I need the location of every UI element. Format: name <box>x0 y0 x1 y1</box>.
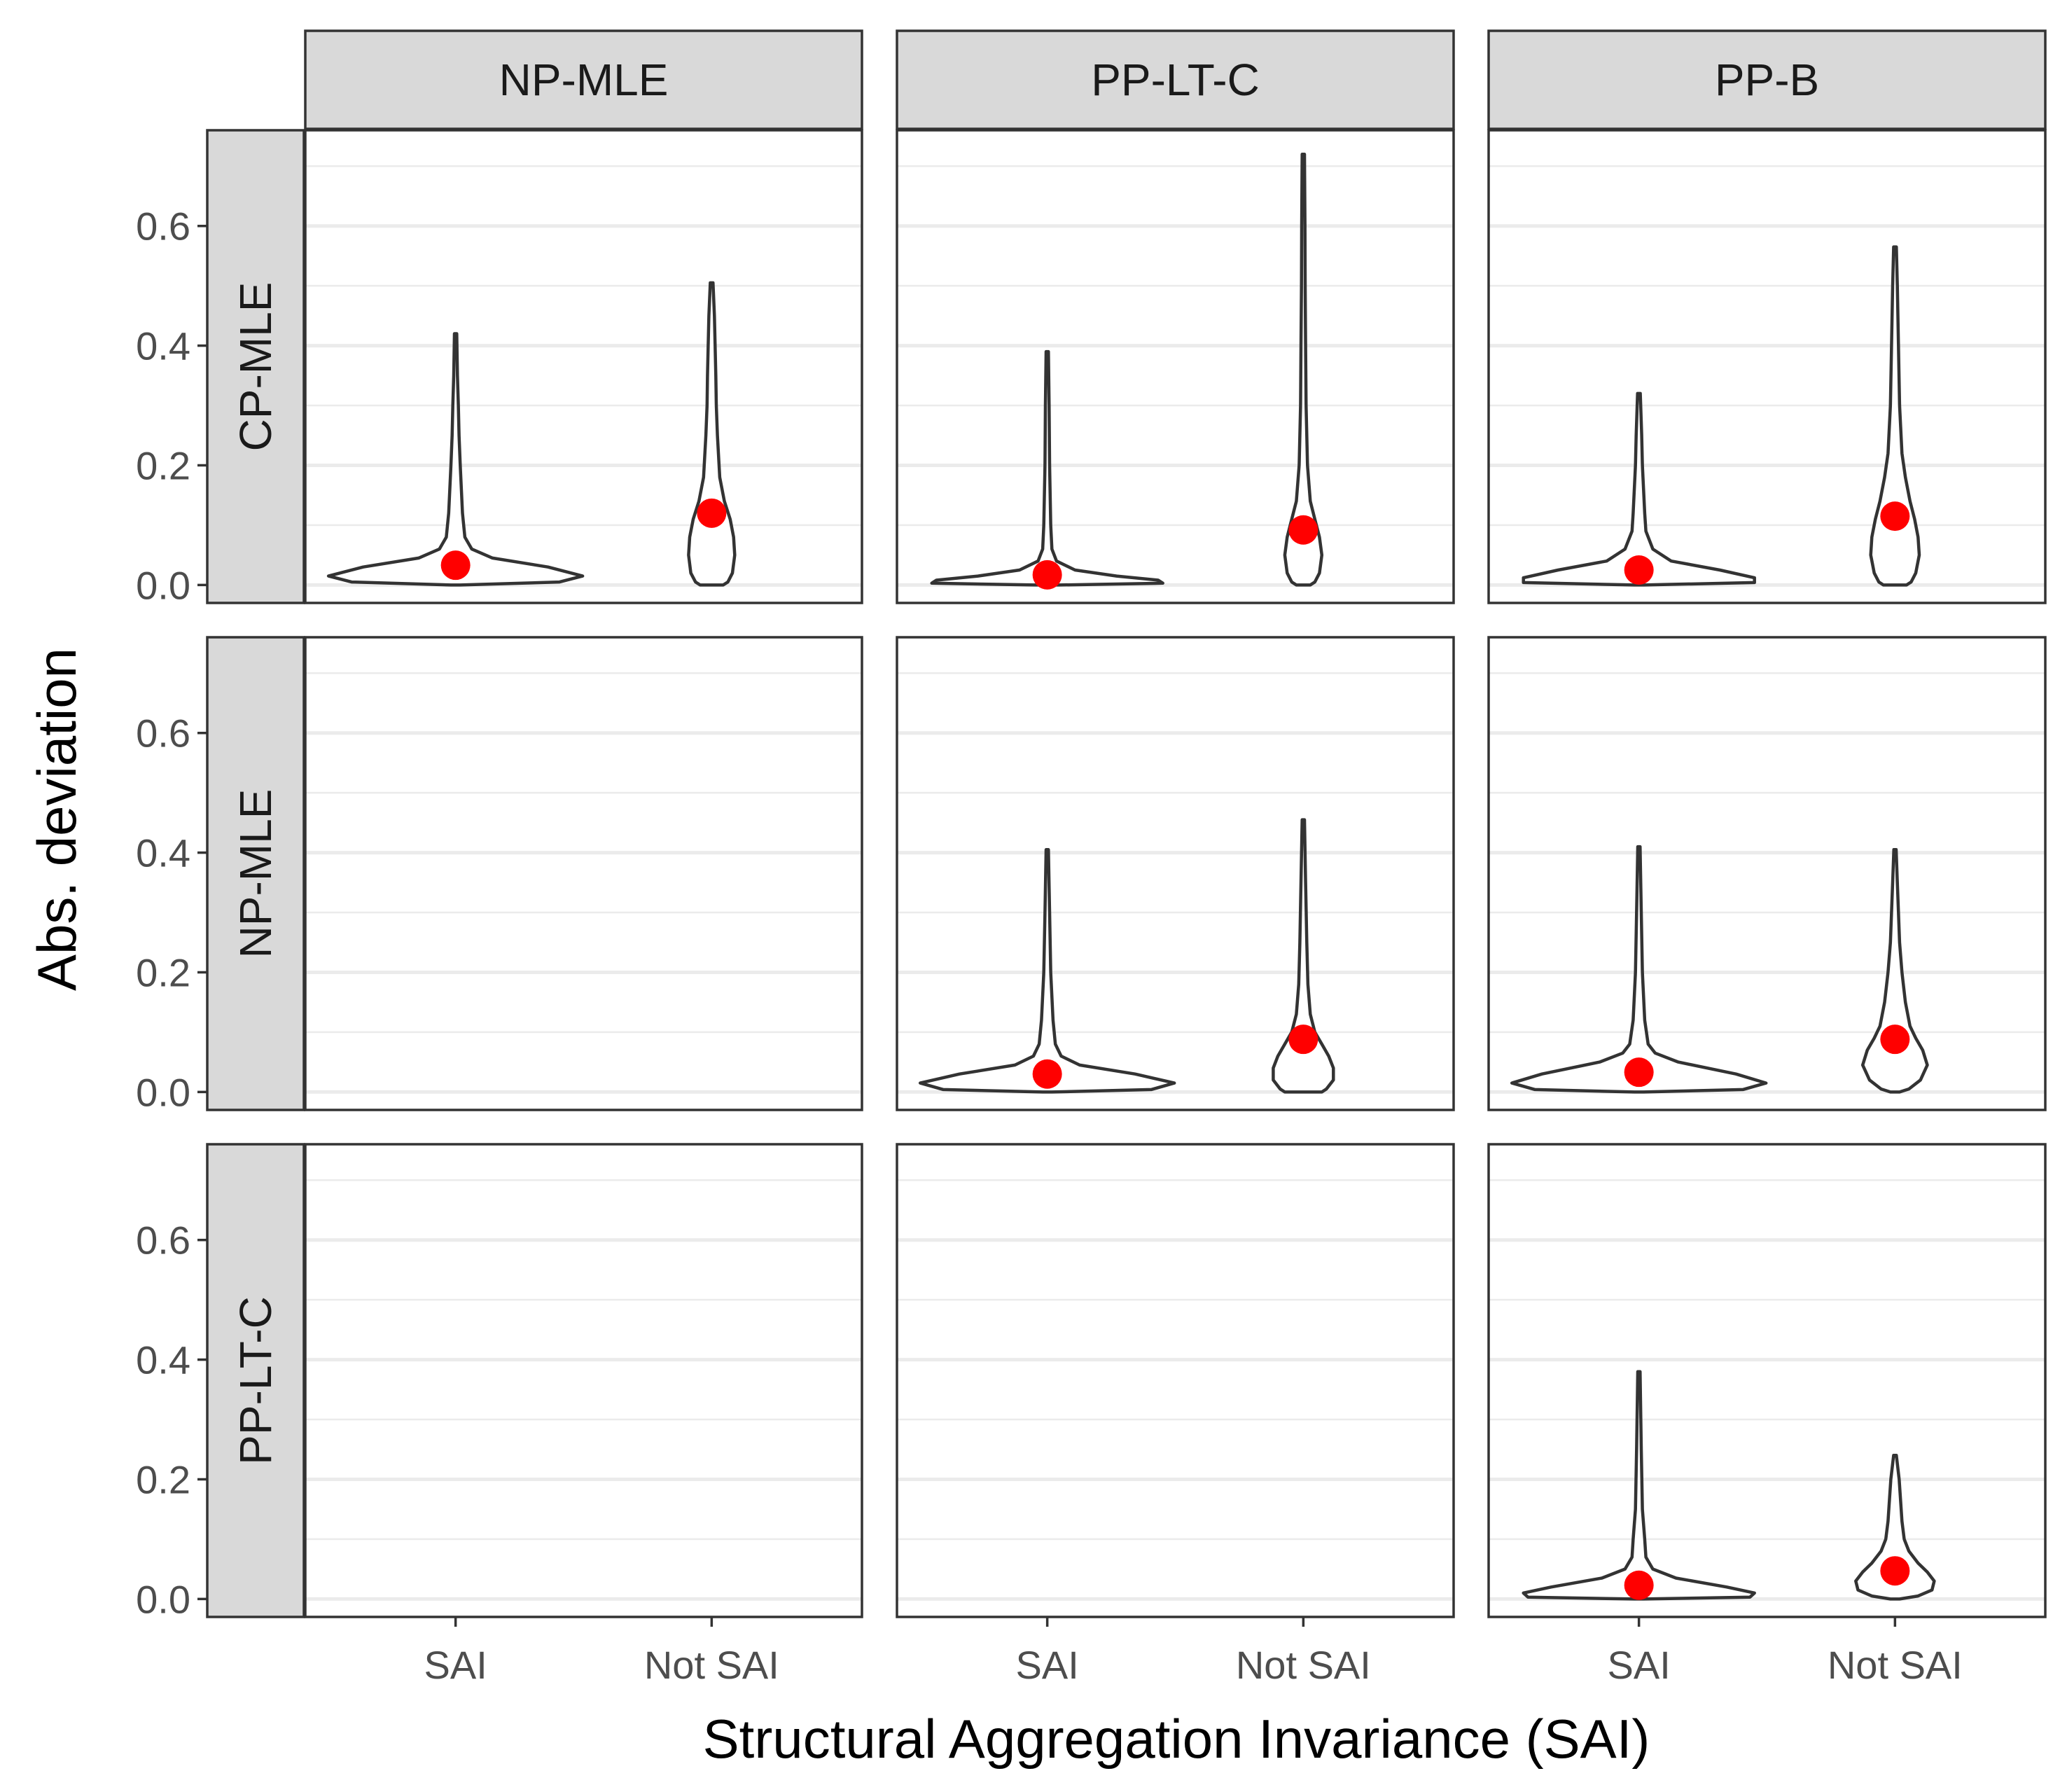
y-tick-label: 0.2 <box>136 1457 190 1501</box>
row-strips: CP-MLE NP-MLE PP-LT-C <box>206 129 305 1618</box>
row-strip-np-mle <box>206 636 305 1111</box>
mean-point-not-sai <box>1880 1025 1910 1055</box>
y-tick-label: 0.0 <box>136 1070 190 1114</box>
panel-cp-mle-pp-lt-c <box>896 129 1455 604</box>
panel-background <box>305 637 862 1110</box>
y-tick-label: 0.0 <box>136 563 190 607</box>
col-strip-label: PP-LT-C <box>1091 55 1260 105</box>
row-strip-label: NP-MLE <box>230 789 281 959</box>
violin-sai <box>1522 391 1756 587</box>
panel-cp-mle-pp-b <box>1487 129 2047 604</box>
x-axis-title: Structural Aggregation Invariance (SAI) <box>703 1708 1650 1770</box>
x-axes: SAI Not SAI SAI Not SAI SAI Not SAI <box>424 1617 1963 1687</box>
panel-background <box>897 130 1454 603</box>
row-strip-label: CP-MLE <box>230 282 281 452</box>
mean-point-sai <box>1032 560 1062 590</box>
panel-border <box>896 1143 1455 1618</box>
panel-np-mle-pp-b <box>1487 636 2047 1111</box>
y-axis-title: Abs. deviation <box>26 648 88 991</box>
y-axes: 0.0 0.2 0.4 0.6 0.0 0.2 0.4 0.6 0.0 0.2 0.4 0.6 <box>136 204 207 1621</box>
panel-border <box>1487 129 2047 604</box>
y-tick-label: 0.6 <box>136 711 190 756</box>
panel-cp-mle-np-mle <box>304 129 863 604</box>
panel-background <box>1489 1144 2045 1617</box>
violin-not-sai <box>1869 245 1921 587</box>
y-tick-label: 0.4 <box>136 324 190 368</box>
panel-background <box>897 637 1454 1110</box>
x-tick-label-not-sai: Not SAI <box>1828 1643 1963 1687</box>
y-tick-label: 0.4 <box>136 1338 190 1382</box>
mean-point-sai <box>1624 1057 1654 1088</box>
panel-border <box>896 129 1455 604</box>
panel-background <box>897 1144 1454 1617</box>
x-tick-label-sai: SAI <box>1608 1643 1671 1687</box>
mean-point-not-sai <box>697 498 727 528</box>
panel-pp-lt-c-pp-lt-c <box>896 1143 1455 1618</box>
violin-sai <box>326 332 585 587</box>
column-strips: NP-MLE PP-LT-C PP-B <box>304 29 2047 130</box>
x-tick-label-sai: SAI <box>1016 1643 1079 1687</box>
mean-point-not-sai <box>1880 1556 1910 1586</box>
violin-sai <box>930 349 1164 587</box>
y-tick-label: 0.2 <box>136 950 190 994</box>
x-tick-label-sai: SAI <box>424 1643 487 1687</box>
x-tick-label-not-sai: Not SAI <box>1236 1643 1371 1687</box>
panel-np-mle-np-mle <box>304 636 863 1111</box>
panel-border <box>304 636 863 1111</box>
panel-border <box>1487 1143 2047 1618</box>
y-tick-label: 0.6 <box>136 204 190 249</box>
y-tick-label: 0.2 <box>136 443 190 487</box>
mean-point-sai <box>1032 1059 1062 1089</box>
panels <box>304 129 2047 1618</box>
panel-background <box>305 1144 862 1617</box>
row-strip-pp-lt-c <box>206 1143 305 1618</box>
mean-point-not-sai <box>1880 501 1910 532</box>
col-strip-pp-lt-c <box>896 29 1455 130</box>
panel-border <box>304 1143 863 1618</box>
violin-sai <box>918 848 1176 1094</box>
panel-pp-lt-c-np-mle <box>304 1143 863 1618</box>
mean-point-not-sai <box>1288 515 1318 545</box>
col-strip-label: NP-MLE <box>499 55 669 105</box>
violin-not-sai <box>1860 848 1929 1094</box>
panel-border <box>304 129 863 604</box>
panel-background <box>1489 130 2045 603</box>
panel-border <box>1487 636 2047 1111</box>
y-tick-label: 0.6 <box>136 1218 190 1263</box>
violin-not-sai <box>1272 818 1335 1094</box>
panel-pp-lt-c-pp-b <box>1487 1143 2047 1618</box>
panel-np-mle-pp-lt-c <box>896 636 1455 1111</box>
panel-background <box>305 130 862 603</box>
mean-point-sai <box>1624 555 1654 585</box>
mean-point-sai <box>1624 1570 1654 1600</box>
row-strip-cp-mle <box>206 129 305 604</box>
violin-sai <box>1510 845 1768 1094</box>
mean-point-sai <box>440 550 471 581</box>
y-tick-label: 0.0 <box>136 1577 190 1621</box>
col-strip-np-mle <box>304 29 863 130</box>
violin-sai <box>1522 1370 1756 1601</box>
col-strip-label: PP-B <box>1715 55 1819 105</box>
panel-border <box>896 636 1455 1111</box>
y-tick-label: 0.4 <box>136 831 190 875</box>
panel-background <box>1489 637 2045 1110</box>
mean-point-not-sai <box>1288 1025 1318 1055</box>
col-strip-pp-b <box>1487 29 2047 130</box>
x-tick-label-not-sai: Not SAI <box>644 1643 779 1687</box>
violin-not-sai <box>1854 1454 1936 1601</box>
row-strip-label: PP-LT-C <box>230 1296 281 1465</box>
